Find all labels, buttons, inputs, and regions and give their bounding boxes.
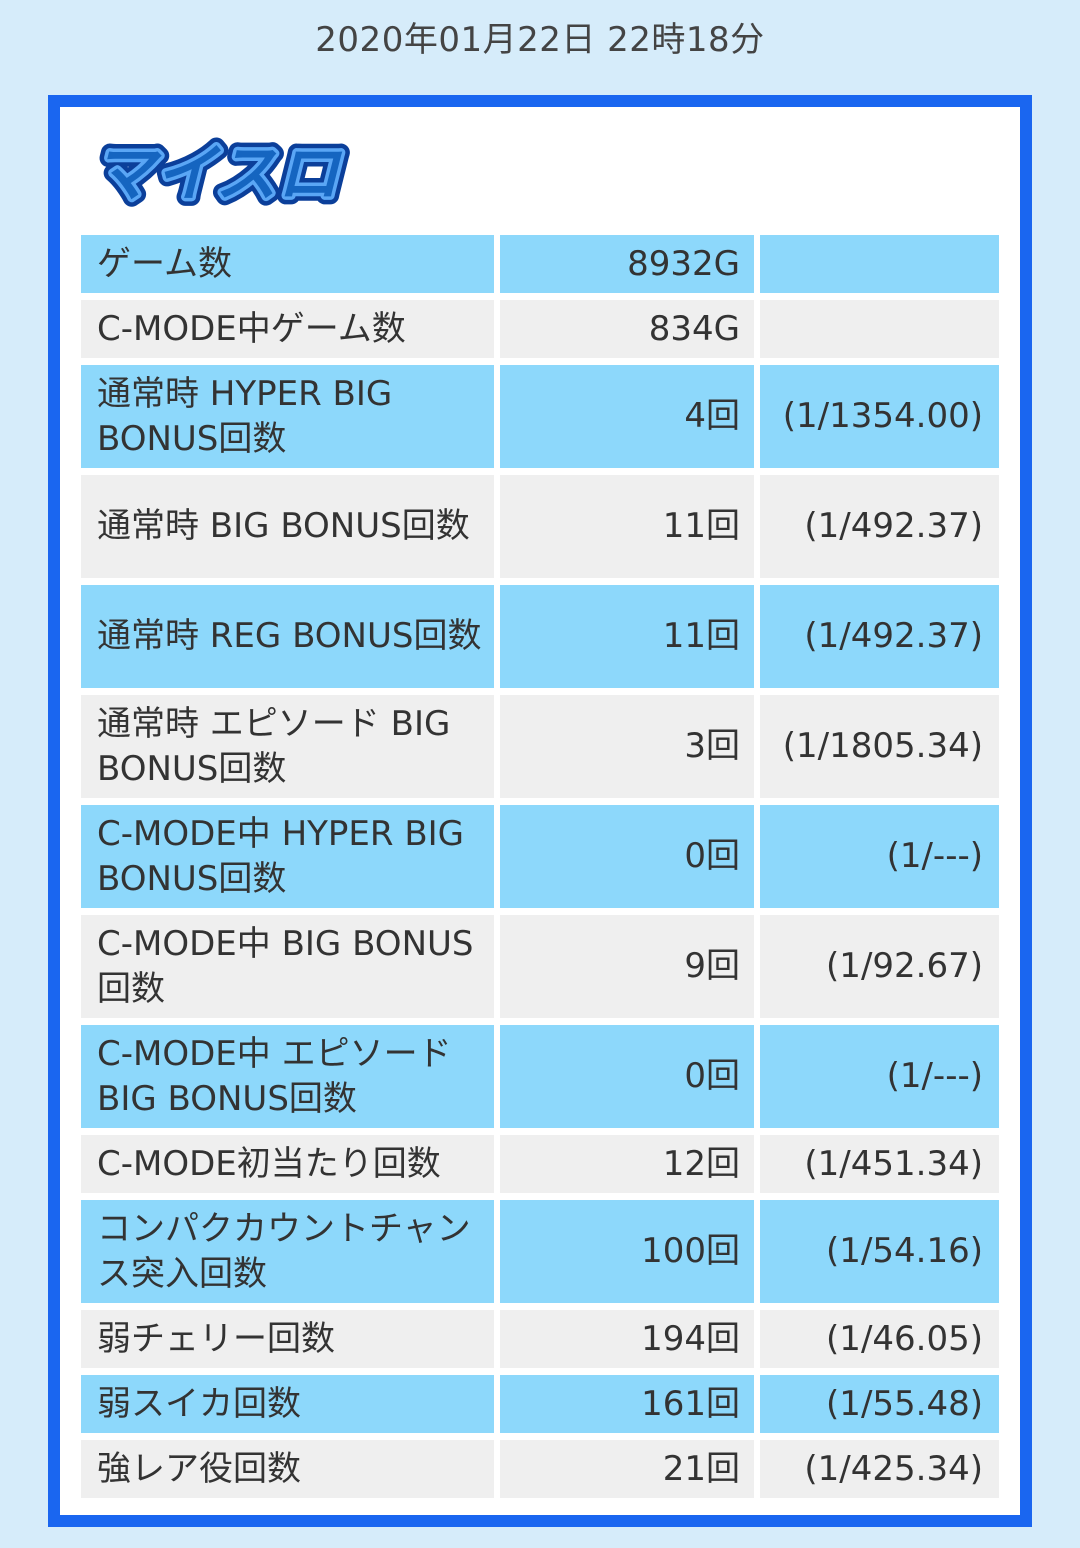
row-count: 9回 [500, 915, 754, 1018]
row-label: 通常時 BIG BONUS回数 [81, 475, 494, 578]
myslo-logo-text: マイスロ [93, 137, 343, 210]
stats-table: ゲーム数 8932G C-MODE中ゲーム数 834G 通常時 HYPER BI… [81, 235, 999, 1505]
table-row: 弱スイカ回数 161回 (1/55.48) [81, 1375, 999, 1433]
row-count: 21回 [500, 1440, 754, 1498]
row-label: C-MODE中ゲーム数 [81, 300, 494, 358]
row-label: 通常時 HYPER BIG BONUS回数 [81, 365, 494, 468]
row-label: C-MODE中 エピソード BIG BONUS回数 [81, 1025, 494, 1128]
row-label: C-MODE中 BIG BONUS回数 [81, 915, 494, 1018]
table-row: 通常時 BIG BONUS回数 11回 (1/492.37) [81, 475, 999, 578]
row-ratio [760, 300, 999, 358]
row-label: C-MODE中 HYPER BIG BONUS回数 [81, 805, 494, 908]
row-count: 11回 [500, 475, 754, 578]
table-row: コンパクカウントチャンス突入回数 100回 (1/54.16) [81, 1200, 999, 1303]
row-count: 3回 [500, 695, 754, 798]
row-count: 834G [500, 300, 754, 358]
table-row: 強レア役回数 21回 (1/425.34) [81, 1440, 999, 1498]
row-label: 通常時 エピソード BIG BONUS回数 [81, 695, 494, 798]
row-ratio [760, 235, 999, 293]
table-row: 通常時 エピソード BIG BONUS回数 3回 (1/1805.34) [81, 695, 999, 798]
myslo-logo-outline: マイスロ [93, 137, 343, 210]
row-label: 弱チェリー回数 [81, 1310, 494, 1368]
table-row: C-MODE中 HYPER BIG BONUS回数 0回 (1/---) [81, 805, 999, 908]
row-label: 弱スイカ回数 [81, 1375, 494, 1433]
row-count: 11回 [500, 585, 754, 688]
row-ratio: (1/92.67) [760, 915, 999, 1018]
data-panel-inner: マイスロ マイスロ マイスロ ゲーム数 8932G C-MODE中ゲーム数 83… [60, 107, 1020, 1515]
table-row: C-MODE初当たり回数 12回 (1/451.34) [81, 1135, 999, 1193]
row-count: 0回 [500, 1025, 754, 1128]
row-ratio: (1/55.48) [760, 1375, 999, 1433]
myslo-logo-graphic: マイスロ マイスロ マイスロ [85, 129, 351, 215]
row-ratio: (1/---) [760, 1025, 999, 1128]
row-ratio: (1/425.34) [760, 1440, 999, 1498]
data-panel: マイスロ マイスロ マイスロ ゲーム数 8932G C-MODE中ゲーム数 83… [48, 95, 1032, 1527]
row-ratio: (1/46.05) [760, 1310, 999, 1368]
row-label: C-MODE初当たり回数 [81, 1135, 494, 1193]
table-row: C-MODE中 BIG BONUS回数 9回 (1/92.67) [81, 915, 999, 1018]
table-row: 通常時 HYPER BIG BONUS回数 4回 (1/1354.00) [81, 365, 999, 468]
row-ratio: (1/1354.00) [760, 365, 999, 468]
row-count: 8932G [500, 235, 754, 293]
table-row: C-MODE中 エピソード BIG BONUS回数 0回 (1/---) [81, 1025, 999, 1128]
row-ratio: (1/492.37) [760, 585, 999, 688]
row-label: 通常時 REG BONUS回数 [81, 585, 494, 688]
table-row: C-MODE中ゲーム数 834G [81, 300, 999, 358]
row-count: 100回 [500, 1200, 754, 1303]
row-count: 12回 [500, 1135, 754, 1193]
row-label: 強レア役回数 [81, 1440, 494, 1498]
row-label: コンパクカウントチャンス突入回数 [81, 1200, 494, 1303]
row-count: 194回 [500, 1310, 754, 1368]
row-ratio: (1/451.34) [760, 1135, 999, 1193]
row-count: 0回 [500, 805, 754, 908]
row-count: 4回 [500, 365, 754, 468]
row-ratio: (1/---) [760, 805, 999, 908]
table-row: 弱チェリー回数 194回 (1/46.05) [81, 1310, 999, 1368]
row-label: ゲーム数 [81, 235, 494, 293]
row-count: 161回 [500, 1375, 754, 1433]
row-ratio: (1/54.16) [760, 1200, 999, 1303]
timestamp: 2020年01月22日 22時18分 [315, 20, 765, 60]
row-ratio: (1/492.37) [760, 475, 999, 578]
myslo-logo: マイスロ マイスロ マイスロ [66, 125, 366, 215]
table-row: 通常時 REG BONUS回数 11回 (1/492.37) [81, 585, 999, 688]
row-ratio: (1/1805.34) [760, 695, 999, 798]
table-row: ゲーム数 8932G [81, 235, 999, 293]
myslo-logo-highlight: マイスロ [93, 137, 343, 210]
